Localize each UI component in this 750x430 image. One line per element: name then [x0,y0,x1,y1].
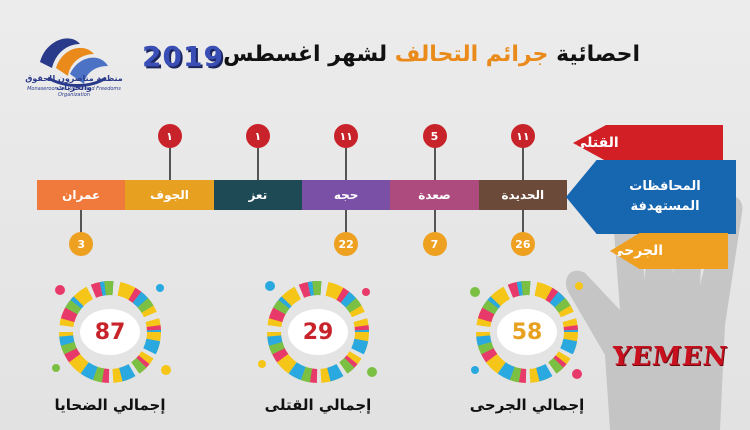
paint-splash-icon [52,281,171,383]
governorate-segment: تعز [213,180,302,210]
logo-arabic-name: منظمة مناصرون للحقوق والحريات [25,74,123,92]
total-victims-label: إجمالي الضحايا [54,396,166,414]
wounded-arrow: الجرحى [610,233,728,269]
wounded-connector [345,210,348,234]
wounded-arrow-label: الجرحى [610,243,664,259]
killed-connector [521,142,524,180]
killed-count-badge: ١١ [334,124,359,148]
killed-connector [168,142,171,180]
total-wounded-value: 58 [497,309,557,355]
governorate-segment: الحديدة [478,180,567,210]
wounded-connector [433,210,436,234]
paint-splash-icon [470,281,583,383]
title-part2: جرائم التحالف [394,42,549,67]
governorates-bar: عمران الجوف تعز حجه صعدة الحديدة [37,180,567,210]
total-victims-value: 87 [80,309,140,355]
killed-count-badge: 5 [422,124,447,148]
wounded-count-badge: 3 [69,232,94,256]
governorate-segment: صعدة [390,180,479,210]
title-year: 2019 [142,40,224,73]
wounded-count-badge: 22 [334,232,359,256]
total-killed-value: 29 [288,309,348,355]
killed-connector [256,142,259,180]
total-killed-label: إجمالي القتلى [264,396,372,414]
total-wounded-label: إجمالي الجرحى [469,396,585,414]
wounded-count-badge: 26 [510,232,535,256]
governorates-arrow: المحافظات المستهدفة [566,160,736,234]
title-part1: احصائية [556,42,640,67]
paint-splash-icon [258,281,377,383]
killed-arrow-label: القتلى [573,135,619,151]
wounded-count-badge: 7 [422,232,447,256]
killed-connector [433,142,436,180]
governorate-segment: عمران [37,180,126,210]
wounded-connector [521,210,524,234]
killed-count-badge: ١١ [510,124,535,148]
killed-connector [345,142,348,180]
country-label: YEMEN [610,342,730,372]
title-part3: لشهر اغسطس [223,42,388,67]
governorate-segment: حجه [301,180,391,210]
logo-english-name: Monaseroon for Rights and Freedoms Organ… [27,86,121,98]
wounded-connector [80,210,83,234]
killed-arrow: القتلى [573,125,723,161]
governorate-segment: الجوف [125,180,214,210]
killed-count-badge: ١ [157,124,182,148]
governorates-arrow-label: المحافظات المستهدفة [629,179,701,214]
page-title: احصائية جرائم التحالف لشهر اغسطس [140,42,640,67]
organization-logo-icon [40,38,108,87]
killed-count-badge: ١ [245,124,270,148]
